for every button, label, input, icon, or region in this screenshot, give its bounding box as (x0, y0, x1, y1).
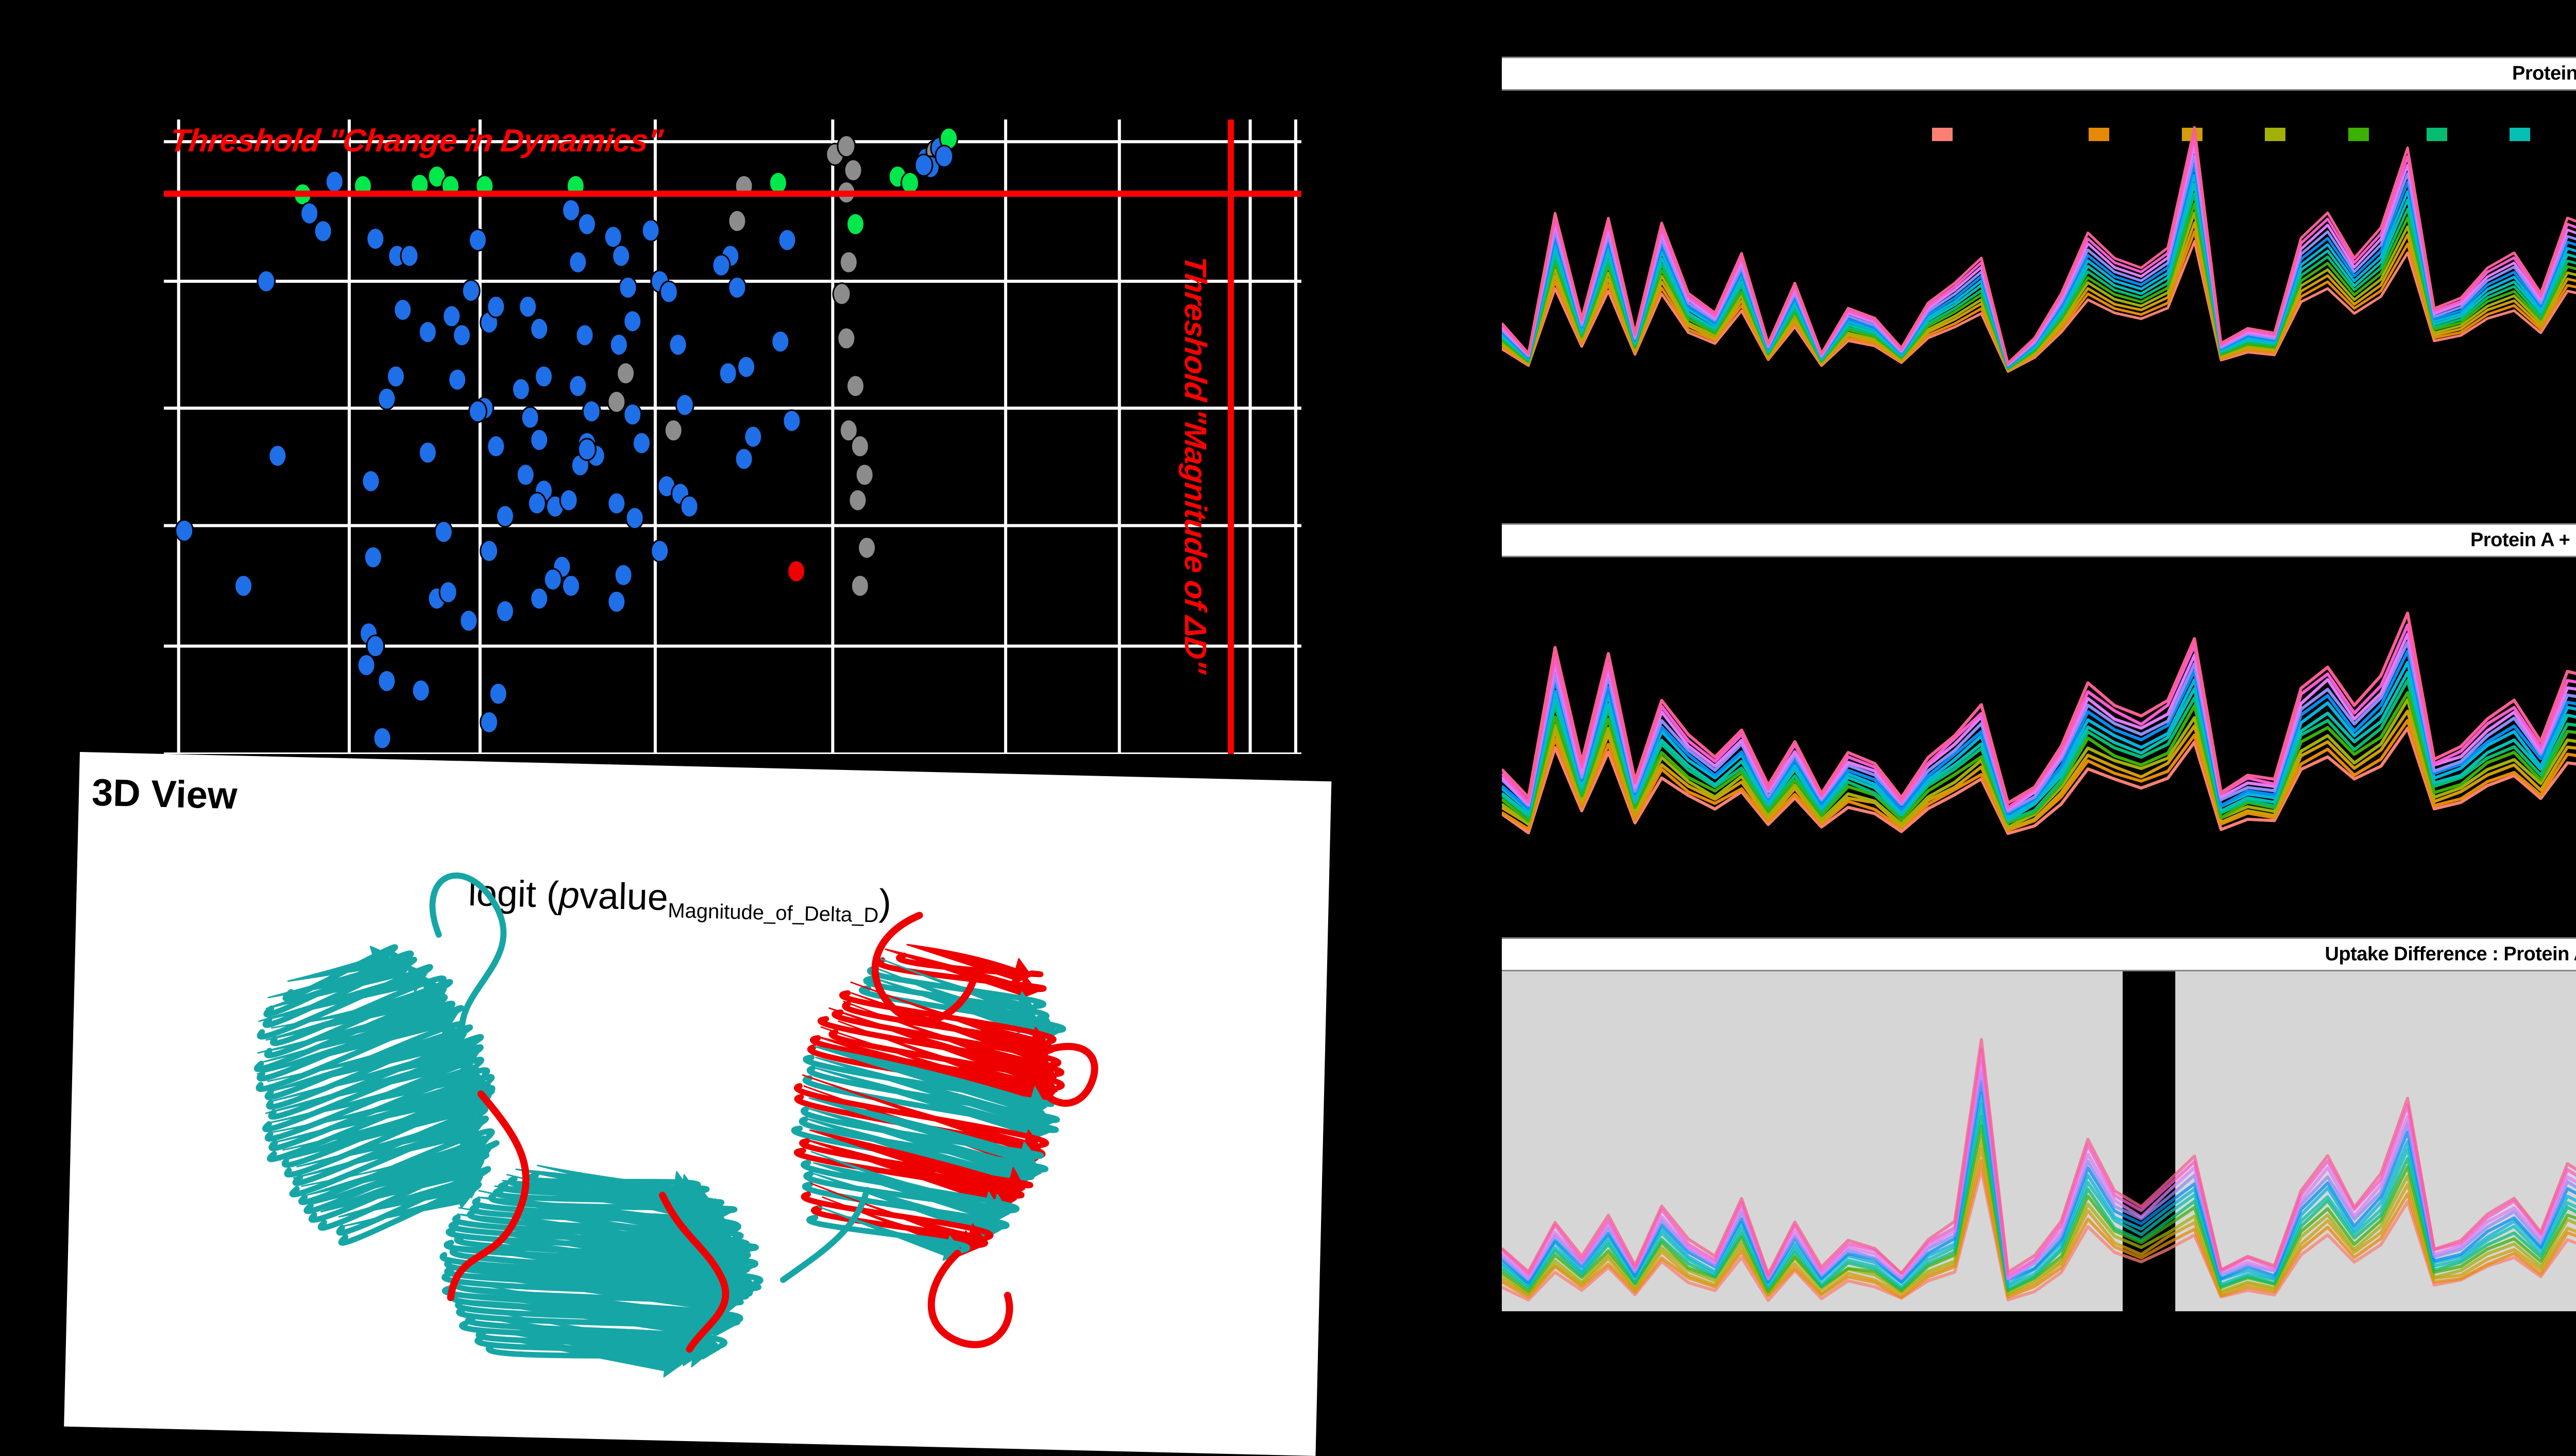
panel-protein-a-ligand-traces (1502, 611, 2576, 835)
legend-swatch-7 (2510, 128, 2530, 141)
legend-swatch-4 (2265, 128, 2285, 141)
legend-swatch-5 (2348, 128, 2369, 141)
legend-swatch-6 (2426, 128, 2447, 141)
panel-protein-a-traces (1502, 126, 2576, 373)
timepoint-legend (1932, 124, 2576, 145)
protein-ribbon-structure[interactable] (142, 826, 1289, 1445)
panel-uptake-difference-traces (1502, 971, 2576, 1311)
legend-swatch-2 (2089, 128, 2109, 141)
panel-protein-a-plot[interactable] (1502, 91, 2576, 379)
panel-protein-a-ligand-title: Protein A + Ligand (2470, 529, 2576, 551)
panel-protein-a-ligand[interactable]: Protein A + Ligand (1502, 523, 2576, 846)
panel-uptake-difference-title: Uptake Difference : Protein A - (Protein… (2325, 943, 2576, 965)
volcano-plot[interactable] (164, 119, 1301, 754)
panel-uptake-difference-titlebar: Uptake Difference : Protein A - (Protein… (1502, 937, 2576, 971)
panel-uptake-difference-plot[interactable] (1502, 971, 2576, 1311)
threshold-change-in-dynamics-label: Threshold "Change in Dynamics" (168, 123, 665, 159)
panel-protein-a-ligand-titlebar: Protein A + Ligand (1502, 523, 2576, 557)
panel-protein-a-ligand-plot[interactable] (1502, 557, 2576, 846)
volcano-svg (164, 119, 1301, 754)
app-canvas: Threshold "Change in Dynamics" Threshold… (64, 57, 2576, 1456)
3d-view-title: 3D View (91, 770, 238, 817)
legend-swatch-1 (1932, 128, 1953, 141)
threshold-magnitude-of-delta-d-label: Threshold "Magnitude of ΔD" (1178, 253, 1213, 675)
panel-protein-a[interactable]: Protein A (1502, 57, 2576, 379)
panel-protein-a-titlebar: Protein A (1502, 57, 2576, 91)
panel-uptake-difference[interactable]: Uptake Difference : Protein A - (Protein… (1502, 937, 2576, 1311)
panel-protein-a-title: Protein A (2512, 62, 2576, 84)
3d-view-panel[interactable]: logit (pvalueMagnitude_of_Delta_D) 3D Vi… (64, 752, 1332, 1456)
